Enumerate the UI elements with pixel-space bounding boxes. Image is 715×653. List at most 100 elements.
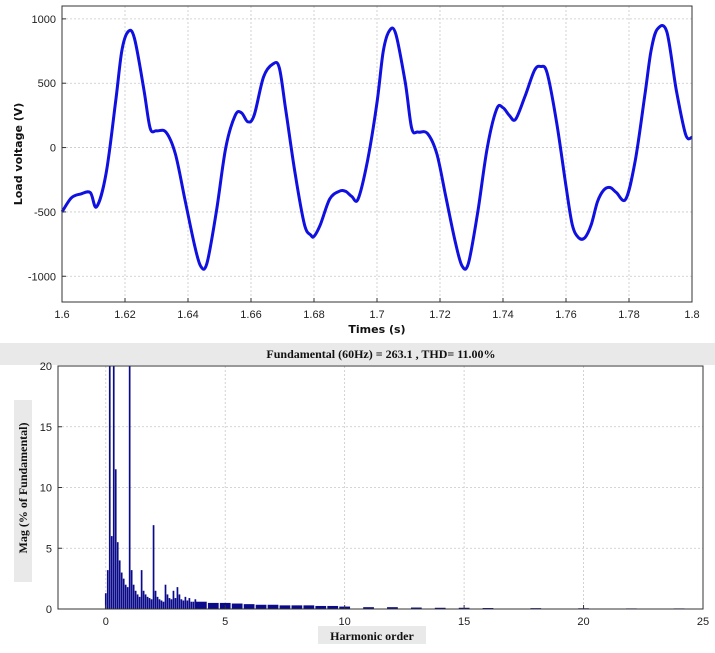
plot1-series <box>60 23 693 271</box>
plot1-y-axis-label: Load voltage (V) <box>12 103 25 206</box>
harmonic-bar <box>279 605 291 609</box>
harmonic-bar <box>138 596 141 609</box>
x-tick-label: 10 <box>339 616 351 628</box>
y-tick-label: 10 <box>40 483 52 495</box>
harmonic-bar <box>140 570 143 609</box>
load-voltage-plot: 1.6 1.62 1.64 1.66 1.68 1.7 1.72 1.74 1.76 1.78 1.… <box>12 5 700 336</box>
harmonic-bar <box>124 584 127 609</box>
harmonic-bar <box>136 594 139 609</box>
harmonic-bar <box>434 607 446 609</box>
harmonic-bar <box>178 594 181 609</box>
harmonic-bar <box>207 602 219 609</box>
y-tick-label: 0 <box>46 604 52 616</box>
x-tick-label: 15 <box>458 616 470 628</box>
harmonic-bar <box>120 572 123 609</box>
harmonic-bar <box>132 584 135 609</box>
x-tick-label: 1.78 <box>618 309 639 321</box>
y-tick-label: 15 <box>40 422 52 434</box>
harmonic-bar <box>148 598 151 609</box>
x-tick-label: 1.64 <box>177 309 198 321</box>
plot2-title-band <box>0 343 715 365</box>
harmonic-bar <box>172 590 175 609</box>
harmonic-bar <box>156 596 159 609</box>
y-tick-label: 5 <box>46 543 52 555</box>
harmonic-bar <box>174 598 177 609</box>
plot2-title: Fundamental (60Hz) = 263.1 , THD= 11.00% <box>266 347 495 361</box>
harmonic-bar <box>150 599 153 609</box>
plot2-x-axis-label: Harmonic order <box>330 629 414 643</box>
harmonic-bar <box>231 603 243 609</box>
harmonic-bar <box>106 570 109 609</box>
harmonic-bar <box>116 542 119 609</box>
plot1-x-ticks: 1.6 1.62 1.64 1.66 1.68 1.7 1.72 1.74 1.76 1.78 1.… <box>54 298 700 321</box>
harmonic-bar <box>243 604 255 609</box>
y-tick-label: 1000 <box>32 14 56 26</box>
y-tick-label: 0 <box>50 143 56 155</box>
harmonic-bar <box>144 594 147 609</box>
harmonic-bar <box>315 605 327 609</box>
plot2-x-ticks: 0 5 10 15 20 25 <box>103 605 709 628</box>
harmonic-bar <box>142 590 145 609</box>
y-tick-label: -1000 <box>28 271 56 283</box>
harmonic-bar <box>194 599 197 609</box>
x-tick-label: 1.7 <box>369 309 384 321</box>
load-voltage-line <box>60 23 693 271</box>
harmonic-bar <box>303 605 315 609</box>
harmonic-bar <box>108 366 111 609</box>
harmonic-bar <box>122 578 125 610</box>
x-tick-label: 1.8 <box>684 309 699 321</box>
harmonic-bar <box>110 536 113 609</box>
harmonic-bar <box>114 469 117 609</box>
y-tick-label: 20 <box>40 361 52 373</box>
harmonic-bar <box>182 600 185 609</box>
harmonic-bar <box>188 598 191 609</box>
harmonic-bar <box>158 599 161 609</box>
harmonic-bar <box>118 560 121 609</box>
harmonic-bar <box>162 601 165 609</box>
y-tick-label: -500 <box>34 207 56 219</box>
harmonic-bar <box>146 596 149 609</box>
harmonic-bar <box>130 570 133 609</box>
harmonic-bar <box>128 366 131 609</box>
x-tick-label: 20 <box>577 616 589 628</box>
x-tick-label: 1.76 <box>555 309 576 321</box>
plot2-ylabel-band <box>14 400 32 582</box>
harmonic-bar <box>134 590 137 609</box>
x-tick-label: 1.74 <box>492 309 513 321</box>
harmonic-bar <box>152 525 155 609</box>
harmonic-bar <box>168 598 171 609</box>
y-tick-label: 500 <box>38 78 56 90</box>
x-tick-label: 5 <box>222 616 228 628</box>
harmonic-spectrum-plot: Fundamental (60Hz) = 263.1 , THD= 11.00%… <box>0 343 715 644</box>
harmonic-bar <box>164 584 167 609</box>
x-tick-label: 1.62 <box>114 309 135 321</box>
harmonic-bar <box>112 366 115 609</box>
harmonic-bar <box>154 590 157 609</box>
plot2-y-ticks: 0 5 10 15 20 <box>40 361 62 616</box>
harmonic-bar <box>192 601 195 609</box>
plot2-xlabel-band <box>318 626 426 644</box>
harmonic-bar <box>160 600 163 609</box>
harmonic-bar <box>184 596 187 609</box>
x-tick-label: 25 <box>697 616 709 628</box>
harmonic-bar <box>180 599 183 609</box>
harmonic-bar <box>190 601 193 609</box>
harmonic-bar <box>104 593 107 609</box>
x-tick-label: 0 <box>103 616 109 628</box>
x-tick-label: 1.72 <box>429 309 450 321</box>
x-tick-label: 1.66 <box>240 309 261 321</box>
plot2-y-axis-label: Mag (% of Fundamental) <box>16 423 30 554</box>
harmonic-bar <box>387 607 398 609</box>
plot1-x-axis-label: Times (s) <box>348 323 405 336</box>
harmonic-bar <box>195 601 207 609</box>
x-tick-label: 1.68 <box>303 309 324 321</box>
plot1-y-ticks: -1000 -500 0 500 1000 <box>28 14 66 283</box>
x-tick-label: 1.6 <box>54 309 69 321</box>
harmonic-bar <box>267 604 279 609</box>
harmonic-bar <box>291 605 303 609</box>
harmonic-bar <box>170 599 173 609</box>
harmonic-bar <box>363 607 374 609</box>
harmonic-bar <box>327 605 339 609</box>
harmonic-bar <box>410 607 422 609</box>
